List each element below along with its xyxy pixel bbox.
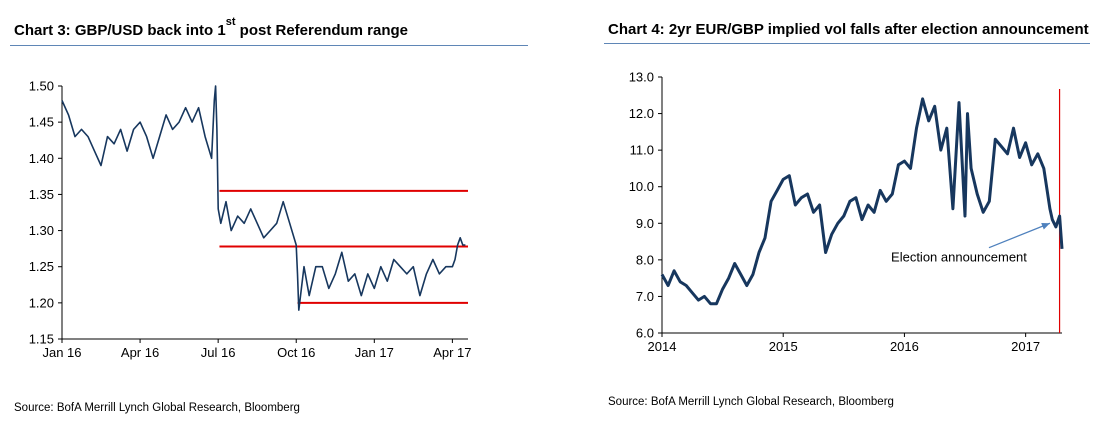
y-tick-label: 9.0 [636,216,654,231]
x-tick-label: Jan 17 [355,345,394,360]
y-tick-label: 13.0 [629,70,654,85]
y-tick-label: 11.0 [630,143,654,158]
chart3-title: Chart 3: GBP/USD back into 1st post Refe… [14,16,409,39]
x-tick-label: Jul 16 [201,345,236,360]
y-tick-label: 1.50 [29,79,54,94]
chart4-source: Source: BofA Merrill Lynch Global Resear… [608,396,894,408]
series-line [660,97,1064,306]
x-tick-label: 2017 [1011,339,1040,354]
y-tick-label: 1.30 [29,223,54,238]
series-line [61,85,466,311]
y-tick-label: 1.15 [29,332,54,347]
y-tick-label: 1.35 [29,187,54,202]
chart4-title-rule [604,43,1090,44]
chart3-title-rule [10,45,528,46]
y-tick-label: 1.20 [29,295,54,310]
y-tick-label: 7.0 [636,289,654,304]
y-tick-label: 1.40 [29,151,54,166]
annotation-arrow [988,222,1051,249]
x-tick-label: Oct 16 [277,345,315,360]
annotation-arrowhead [1041,223,1050,230]
x-tick-label: 2014 [648,339,677,354]
x-tick-label: Jan 16 [42,345,81,360]
y-tick-label: 1.25 [29,259,54,274]
chart3-panel: Chart 3: GBP/USD back into 1st post Refe… [0,0,540,421]
x-tick-label: Apr 16 [121,345,159,360]
x-tick-label: Apr 17 [433,345,471,360]
x-tick-label: 2015 [769,339,798,354]
y-tick-label: 8.0 [636,252,654,267]
annotation-label: Election announcement [891,250,1027,265]
y-tick-label: 6.0 [636,326,654,341]
y-tick-label: 10.0 [629,179,654,194]
chart4-panel: Chart 4: 2yr EUR/GBP implied vol falls a… [600,0,1094,421]
chart4-title: Chart 4: 2yr EUR/GBP implied vol falls a… [608,21,1089,38]
y-tick-label: 1.45 [29,115,54,130]
chart3-source: Source: BofA Merrill Lynch Global Resear… [14,402,300,414]
x-tick-label: 2016 [890,339,919,354]
y-tick-label: 12.0 [629,106,654,121]
